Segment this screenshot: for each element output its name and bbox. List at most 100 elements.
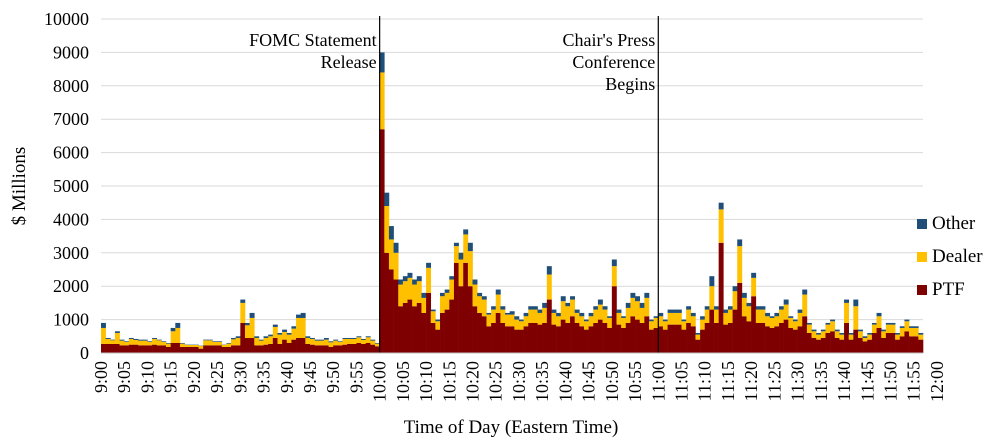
bar-dealer [593, 309, 599, 323]
bar-other [426, 262, 432, 268]
x-tick-label: 11:05 [672, 361, 692, 401]
x-tick-label: 9:05 [114, 361, 134, 393]
bar-ptf [463, 262, 469, 353]
bar-dealer [505, 314, 510, 327]
bar-dealer [825, 324, 831, 333]
bar-dealer [110, 340, 116, 344]
bar-ptf [690, 326, 696, 353]
x-tick-label: 10:15 [439, 361, 459, 402]
bar-other [347, 337, 353, 339]
bar-ptf [653, 327, 659, 353]
bar-dealer [714, 309, 719, 323]
bar-dealer [226, 343, 232, 347]
bar-other [667, 309, 673, 313]
bar-dealer [811, 331, 817, 338]
bar-dealer [876, 316, 882, 328]
bar-ptf [388, 269, 394, 353]
bar-other [249, 312, 255, 318]
bar-other [305, 336, 311, 338]
bar-dealer [435, 321, 441, 330]
annotation-text: Release [321, 52, 377, 72]
bar-dealer [179, 343, 185, 347]
bar-ptf [212, 345, 218, 353]
bar-other [653, 316, 659, 318]
bar-dealer [565, 306, 571, 323]
bar-dealer [848, 334, 854, 340]
bar-ptf [658, 326, 664, 353]
legend-swatch [917, 252, 927, 262]
x-tick-label: 10:40 [555, 361, 575, 402]
bar-dealer [792, 321, 798, 330]
bar-ptf [407, 299, 413, 353]
y-axis-label: $ Millions [9, 147, 30, 226]
bar-ptf [909, 336, 915, 353]
bar-ptf [272, 337, 278, 353]
bar-dealer [481, 299, 487, 317]
bar-other [509, 311, 515, 315]
bar-dealer [579, 316, 585, 327]
bar-other [356, 336, 362, 338]
bar-ptf [175, 342, 181, 353]
bar-other [453, 242, 459, 247]
bar-other [314, 339, 320, 341]
bar-dealer [797, 312, 803, 327]
bar-dealer [649, 321, 654, 330]
bar-other [435, 319, 441, 322]
bar-other [342, 337, 348, 339]
bar-dealer [231, 339, 236, 346]
bar-dealer [463, 234, 469, 263]
bar-ptf [101, 343, 106, 353]
bar-ptf [523, 326, 529, 353]
bar-ptf [551, 324, 557, 353]
bar-dealer [635, 301, 641, 320]
bars [101, 52, 924, 353]
bar-other [272, 324, 278, 327]
bar-other [830, 319, 836, 322]
bar-dealer [328, 342, 334, 347]
bar-ptf [486, 326, 492, 353]
bar-dealer [114, 332, 120, 344]
x-axis-label: Time of Day (Eastern Time) [404, 417, 619, 438]
bar-other [857, 329, 863, 332]
bar-ptf [806, 332, 812, 353]
bar-other [556, 312, 562, 317]
bar-dealer [755, 309, 761, 323]
bar-dealer [816, 334, 822, 340]
bar-ptf [277, 343, 283, 353]
x-tick-label: 10:55 [625, 361, 645, 402]
bar-other [296, 314, 301, 318]
x-tick-label: 12:00 [927, 361, 947, 402]
bar-dealer [333, 340, 339, 346]
bar-dealer [607, 317, 613, 328]
bar-ptf [444, 309, 450, 353]
bar-ptf [184, 346, 190, 353]
bar-other [741, 292, 747, 298]
bar-ptf [783, 319, 789, 353]
bar-other [890, 322, 896, 325]
bar-dealer [379, 72, 385, 130]
bar-other [681, 319, 687, 322]
bar-dealer [788, 317, 794, 328]
bar-other [212, 341, 218, 342]
bar-ptf [207, 345, 213, 353]
bar-ptf [426, 292, 432, 353]
bar-ptf [625, 322, 631, 353]
bar-dealer [430, 311, 436, 323]
bar-other [370, 339, 376, 341]
bar-ptf [481, 316, 487, 353]
bar-other [881, 329, 887, 332]
bar-dealer [588, 316, 594, 327]
bar-ptf [370, 344, 376, 353]
bar-ptf [152, 344, 158, 353]
bar-dealer [472, 284, 478, 307]
bar-other [690, 312, 696, 317]
bar-other [333, 339, 339, 341]
bar-dealer [639, 307, 645, 323]
bar-ptf [505, 326, 510, 353]
bar-other [440, 292, 445, 297]
bar-other [658, 312, 664, 317]
bar-ptf [532, 322, 538, 353]
bar-ptf [375, 346, 380, 353]
bar-other [152, 337, 158, 339]
bar-other [769, 316, 775, 318]
